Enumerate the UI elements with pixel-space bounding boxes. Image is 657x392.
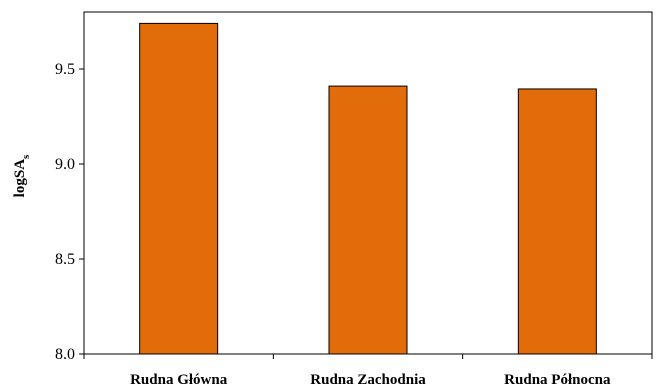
bar xyxy=(517,88,597,355)
y-tick-label: 9.5 xyxy=(55,61,75,78)
x-category-label: Rudna Główna xyxy=(130,372,228,388)
bar xyxy=(328,85,408,355)
x-category-label: Rudna Północna xyxy=(504,372,611,388)
bar xyxy=(139,22,219,355)
y-tick-label: 9.0 xyxy=(55,156,75,173)
plot-area: 8.0 8.5 9.0 9.5 Rudna Główna Rudna Zachodnia R… xyxy=(55,11,653,388)
y-tick-label: 8.5 xyxy=(55,251,75,268)
y-tick-label: 8.0 xyxy=(55,346,75,363)
y-axis-title-base: logSA xyxy=(12,159,28,198)
y-axis-title-group: logSAs xyxy=(12,154,32,197)
x-category-label: Rudna Zachodnia xyxy=(310,372,426,388)
y-axis-title-subscript: s xyxy=(20,154,32,159)
y-axis-title: logSAs xyxy=(12,154,32,197)
